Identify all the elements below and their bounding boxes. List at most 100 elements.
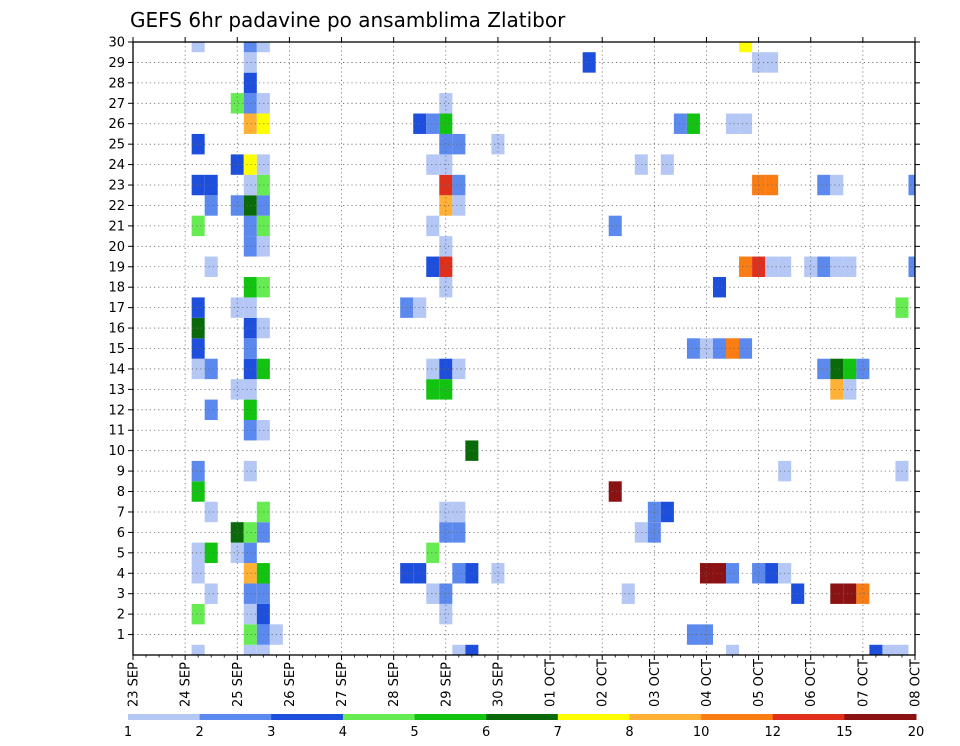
y-tick-label: 3 <box>117 587 125 602</box>
x-tick-label: 29 SEP <box>439 662 454 707</box>
heatmap-cell <box>726 113 740 134</box>
heatmap-cell <box>243 195 257 216</box>
heatmap-cell <box>230 522 244 543</box>
y-tick-label: 29 <box>108 56 125 71</box>
heatmap-cell <box>426 256 440 277</box>
heatmap-cell <box>191 317 205 339</box>
heatmap-cell <box>439 379 453 400</box>
colorbar-label: 15 <box>836 725 853 740</box>
y-tick-label: 12 <box>108 403 125 418</box>
colorbar-label: 5 <box>410 725 418 740</box>
x-tick-label: 23 SEP <box>127 662 142 707</box>
y-tick-label: 15 <box>108 342 125 357</box>
heatmap-cell <box>452 501 466 523</box>
y-tick-label: 24 <box>108 158 125 173</box>
heatmap-cell <box>452 133 466 155</box>
heatmap-cell <box>243 522 257 543</box>
y-tick-label: 26 <box>108 117 125 132</box>
colorbar-swatch <box>772 714 845 720</box>
y-tick-label: 7 <box>117 505 125 520</box>
y-tick-label: 16 <box>108 322 125 337</box>
y-axis: 1234567891011121314151617181920212223242… <box>108 36 920 643</box>
heatmap-cell <box>830 358 844 380</box>
heatmap-cell <box>191 133 205 155</box>
heatmap-cell <box>191 603 205 625</box>
heatmap-cell <box>452 644 466 655</box>
heatmap-cell <box>491 563 505 584</box>
heatmap-cell <box>882 644 896 655</box>
heatmap-cell <box>830 256 844 277</box>
chart-title: GEFS 6hr padavine po ansamblima Zlatibor <box>130 8 566 32</box>
heatmap-cell <box>869 644 883 655</box>
heatmap-cell <box>230 195 244 216</box>
colorbar-swatch <box>701 714 774 720</box>
y-tick-label: 14 <box>108 362 125 377</box>
colorbar-swatch <box>342 714 416 720</box>
heatmap-cell <box>426 358 440 380</box>
heatmap-cell <box>191 215 205 237</box>
heatmap-cell <box>726 338 740 359</box>
heatmap-cell <box>243 563 257 584</box>
y-tick-label: 18 <box>108 281 125 296</box>
heatmap-cell <box>243 420 257 441</box>
y-tick-label: 10 <box>108 444 125 459</box>
y-tick-label: 6 <box>117 526 125 541</box>
y-tick-label: 13 <box>108 383 125 398</box>
heatmap-cell <box>426 379 440 400</box>
heatmap-cell <box>843 379 857 400</box>
heatmap-cell <box>243 93 257 114</box>
heatmap-cell <box>608 481 622 502</box>
heatmap-cell <box>465 563 479 584</box>
heatmap-cell <box>191 42 205 53</box>
colorbar-label: 20 <box>908 725 925 740</box>
heatmap-cell <box>439 113 453 134</box>
y-tick-label: 27 <box>108 97 125 112</box>
heatmap-cell <box>243 174 257 196</box>
heatmap-cell <box>204 542 218 564</box>
colorbar-label: 1 <box>124 725 132 740</box>
heatmap-cell <box>230 93 244 114</box>
heatmap-cell <box>673 113 687 134</box>
heatmap-cell <box>830 583 844 604</box>
heatmap-cell <box>686 338 700 359</box>
x-axis: 23 SEP 24 SEP 25 SEP 26 SEP 27 SEP 28 SEP 29 S… <box>127 37 924 707</box>
heatmap-cell <box>582 52 596 73</box>
grid-layer <box>133 42 915 655</box>
colorbar-label: 3 <box>267 725 275 740</box>
x-tick-label: 04 OCT <box>700 659 715 707</box>
heatmap-cell <box>243 154 257 175</box>
x-tick-label: 24 SEP <box>179 662 194 707</box>
heatmap-cell <box>243 338 257 359</box>
x-tick-label: 02 OCT <box>596 659 611 707</box>
heatmap-cell <box>699 563 713 584</box>
heatmap-cell <box>243 42 257 53</box>
heatmap-cell <box>230 542 244 564</box>
heatmap-cell <box>230 379 244 400</box>
y-tick-label: 22 <box>108 199 125 214</box>
heatmap-cell <box>243 297 257 318</box>
heatmap-cell <box>843 583 857 604</box>
x-tick-label: 01 OCT <box>544 659 559 707</box>
heatmap-cell <box>426 583 440 604</box>
colorbar-swatch <box>486 714 559 720</box>
heatmap-cell <box>739 42 753 53</box>
y-tick-label: 11 <box>108 424 125 439</box>
heatmap-cell <box>191 358 205 380</box>
x-tick-label: 26 SEP <box>283 662 298 707</box>
heatmap-cell <box>243 644 257 655</box>
heatmap-cell <box>804 256 818 277</box>
y-tick-label: 1 <box>117 628 125 643</box>
y-tick-label: 30 <box>108 36 125 51</box>
heatmap-cell <box>726 563 740 584</box>
heatmap-cell <box>452 522 466 543</box>
heatmap-cell <box>830 379 844 400</box>
heatmap-cell <box>243 72 257 94</box>
heatmap-cell <box>439 583 453 604</box>
y-tick-label: 9 <box>117 465 125 480</box>
heatmap-cell <box>204 256 218 277</box>
heatmap-cell <box>843 256 857 277</box>
heatmap-cell <box>439 93 453 114</box>
heatmap-cell <box>699 338 713 359</box>
heatmap-cell <box>752 563 766 584</box>
